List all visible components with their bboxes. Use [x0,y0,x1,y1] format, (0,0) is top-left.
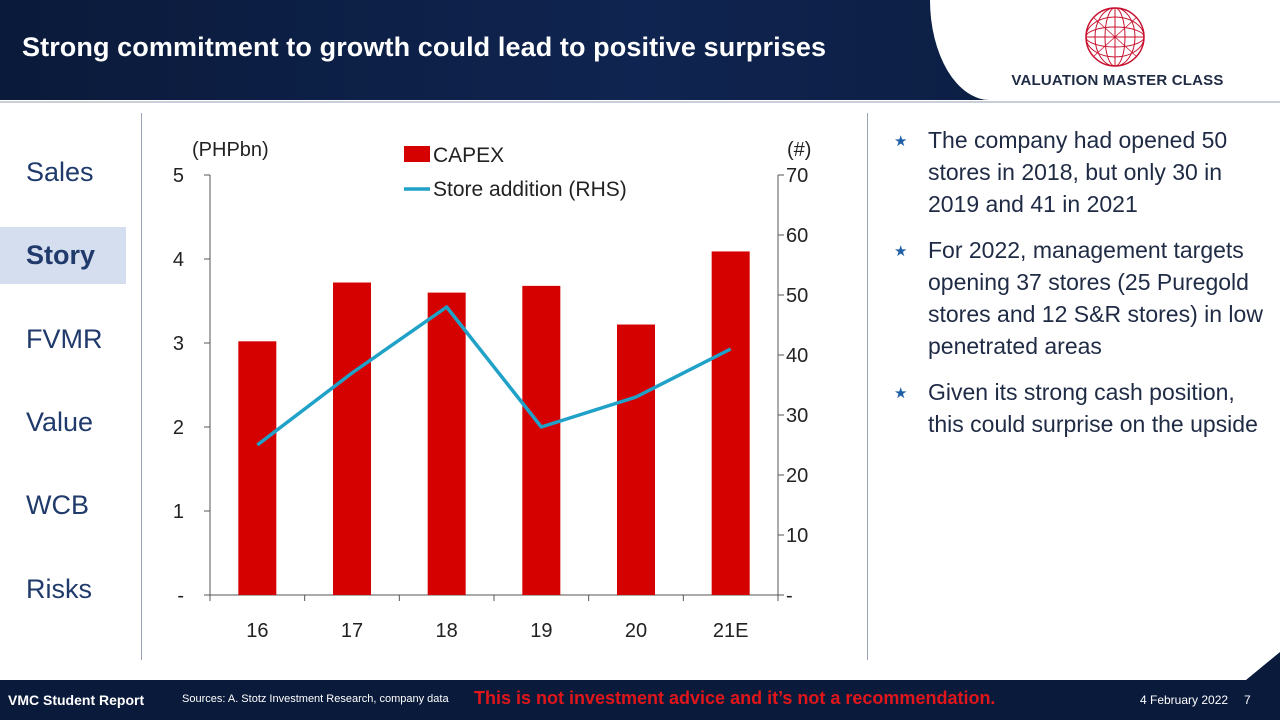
capex-bar [617,324,655,595]
sources-text: Sources: A. Stotz Investment Research, c… [182,693,449,705]
right-tick-label: 70 [786,165,808,187]
x-tick-label: 21E [713,620,749,642]
right-axis-unit-label: (#) [787,139,811,161]
star-bullet-icon: ★ [894,243,908,260]
capex-bar [711,251,750,595]
logo-area: VALUATION MASTER CLASS [930,0,1280,100]
nav-item-sales[interactable]: Sales [26,157,94,187]
report-label: VMC Student Report [8,692,145,708]
right-tick-label: 50 [786,285,808,307]
left-tick-label: 3 [173,333,184,355]
chart-svg: - 1 2 3 4 5 - 10 20 30 40 50 60 70 16 17 18 19 20 21E (PHPbn… [173,139,812,642]
right-tick-label: 10 [786,525,808,547]
bullet-text: Given its strong cash position, this cou… [928,379,1258,437]
nav-item-value[interactable]: Value [26,407,94,437]
footer-corner [1246,652,1280,680]
report-date: 4 February 2022 [1140,693,1229,707]
x-tick-label: 19 [530,620,552,642]
right-tick-label: 40 [786,345,808,367]
nav-item-risks[interactable]: Risks [26,574,92,604]
bullet-text: The company had opened 50 stores in 2018… [928,127,1228,217]
page-number: 7 [1244,693,1251,707]
capex-bar [427,292,466,595]
globe-logo-icon [1085,7,1145,67]
capex-store-chart: - 1 2 3 4 5 - 10 20 30 40 50 60 70 16 17 18 19 20 21E (PHPbn… [150,118,860,658]
x-tick-label: 17 [341,620,363,642]
left-tick-label: - [177,585,184,607]
right-tick-label: 30 [786,405,808,427]
right-tick-label: 20 [786,465,808,487]
header-divider [0,101,1280,103]
page-title: Strong commitment to growth could lead t… [22,32,827,62]
right-tick-label: - [786,585,793,607]
star-bullet-icon: ★ [894,133,908,150]
legend-store-label: Store addition (RHS) [433,178,627,201]
bullet-item: ★ For 2022, management targets opening 3… [890,234,1275,362]
left-tick-label: 4 [173,249,184,271]
left-tick-label: 5 [173,165,184,187]
legend-capex-label: CAPEX [433,144,504,167]
star-bullet-icon: ★ [894,385,908,402]
x-tick-label: 20 [625,620,647,642]
x-tick-label: 16 [246,620,268,642]
capex-bar [238,341,277,595]
bullet-text: For 2022, management targets opening 37 … [928,237,1263,359]
chart-divider [867,113,868,660]
bullet-list: ★ The company had opened 50 stores in 20… [890,124,1275,454]
nav-item-wcb[interactable]: WCB [26,490,89,520]
left-tick-label: 2 [173,417,184,439]
left-tick-label: 1 [173,501,184,523]
x-tick-label: 18 [436,620,458,642]
nav-item-fvmr[interactable]: FVMR [26,324,103,354]
capex-bar [522,285,561,595]
header-bar: Strong commitment to growth could lead t… [0,0,1280,100]
bullet-item: ★ The company had opened 50 stores in 20… [890,124,1275,220]
nav-item-story[interactable]: Story [0,227,126,284]
logo-text: VALUATION MASTER CLASS [1011,72,1224,89]
nav-divider [141,113,142,660]
legend-capex-swatch [404,146,430,162]
store-addition-line [256,305,732,447]
right-tick-label: 60 [786,225,808,247]
capex-bar [333,282,371,595]
bullet-item: ★ Given its strong cash position, this c… [890,376,1275,440]
disclaimer-text: This is not investment advice and it’s n… [474,688,996,708]
left-axis-unit-label: (PHPbn) [192,139,269,161]
footer-bar: VMC Student Report Sources: A. Stotz Inv… [0,652,1280,720]
